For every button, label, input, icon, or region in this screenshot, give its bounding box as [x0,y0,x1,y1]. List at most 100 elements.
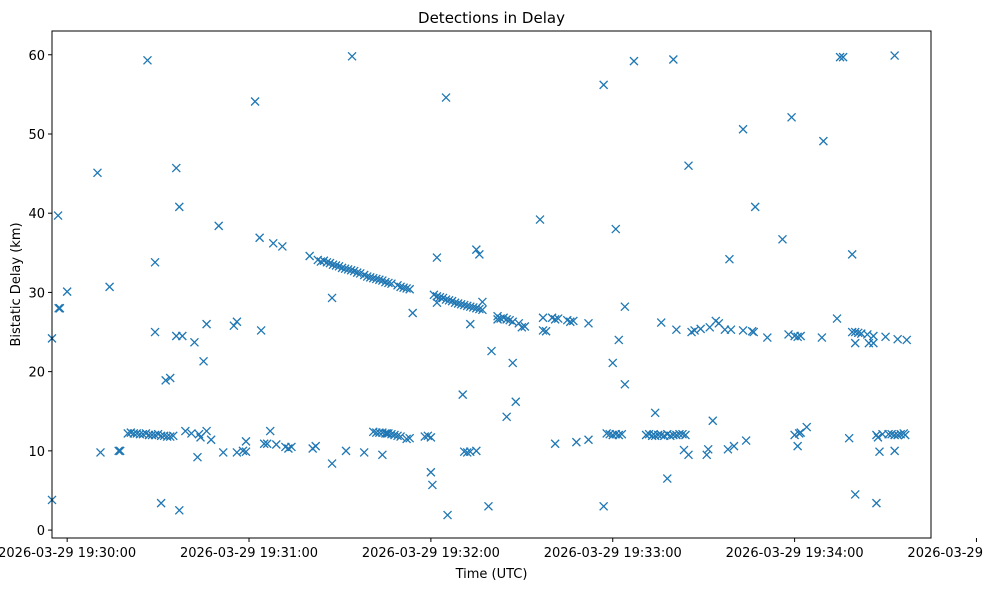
data-point [256,325,266,335]
data-point [444,295,454,305]
data-point [93,168,102,178]
data-point [864,338,874,348]
data-point [838,52,848,62]
data-point [241,436,251,446]
data-point [199,356,209,366]
data-point [62,287,72,297]
data-point [750,202,760,212]
data-point [599,80,609,90]
data-point [408,308,418,318]
data-point [477,297,487,307]
data-point [817,333,827,343]
data-point [538,325,548,335]
data-point [186,428,196,438]
data-point [835,52,845,62]
data-point [462,447,472,457]
data-point [599,501,609,511]
data-point [165,373,175,383]
data-point [850,489,860,499]
data-point [265,426,275,436]
data-point [377,450,387,460]
data-point [193,452,202,462]
data-point [327,293,337,303]
data-point [541,326,551,336]
x-tick-label: 2026-03-29 19:35:00 [907,546,987,561]
data-point [868,338,878,348]
data-point [502,314,512,324]
data-point [114,446,124,456]
data-point [565,317,575,327]
data-point [232,447,242,457]
data-point [535,215,545,225]
y-tick-label: 60 [28,49,45,64]
data-point [161,375,171,385]
data-point [402,434,412,444]
data-point [853,328,863,338]
data-point [796,331,806,341]
data-point [738,124,748,134]
data-point [881,332,890,342]
data-point [206,435,216,445]
data-point [331,261,341,270]
data-point [105,282,115,292]
data-point [677,429,687,439]
data-point [352,268,362,278]
data-point [168,431,178,441]
data-point [474,249,484,259]
data-point [893,334,903,344]
data-point [684,450,693,460]
data-point [150,327,160,337]
data-point [553,314,563,324]
data-point [890,446,900,456]
data-point [723,444,733,454]
data-point [435,292,445,302]
data-point [584,318,593,328]
data-point [511,397,521,407]
data-point [741,436,751,446]
data-point [241,447,251,457]
data-point [617,429,627,439]
data-point [427,480,437,490]
data-point [443,510,453,520]
data-point [568,316,578,326]
data-point [868,331,878,341]
data-point [180,426,190,436]
data-point [749,327,759,337]
data-point [202,319,212,329]
data-point [202,426,212,436]
data-point [873,432,883,442]
data-point [787,112,797,122]
data-point [156,498,166,508]
data-point [656,318,666,327]
data-point [620,302,630,312]
data-point [608,358,618,368]
data-point [514,318,524,328]
data-point [174,202,184,212]
data-point [214,221,224,231]
y-tick-label: 20 [28,366,45,381]
data-point [550,439,560,449]
data-point [726,325,736,335]
data-point [662,474,672,484]
plot-frame [51,30,932,539]
data-point [708,416,718,426]
x-tick-label: 2026-03-29 19:34:00 [726,546,864,561]
data-point [232,317,242,327]
data-point [520,322,530,331]
data-point [402,284,412,293]
chart-title: Detections in Delay [418,9,565,27]
data-point [174,505,184,515]
data-point [405,433,415,443]
data-point [793,332,803,342]
data-point [611,224,621,234]
data-point [784,329,794,339]
data-point [465,319,475,329]
data-point [900,430,910,440]
data-point [629,56,639,66]
x-axis: 2026-03-29 19:30:00 2026-03-29 19:31:00 20… [0,538,987,561]
data-point [571,437,581,447]
data-point [259,439,269,449]
data-point [687,327,697,337]
data-point [374,275,384,285]
